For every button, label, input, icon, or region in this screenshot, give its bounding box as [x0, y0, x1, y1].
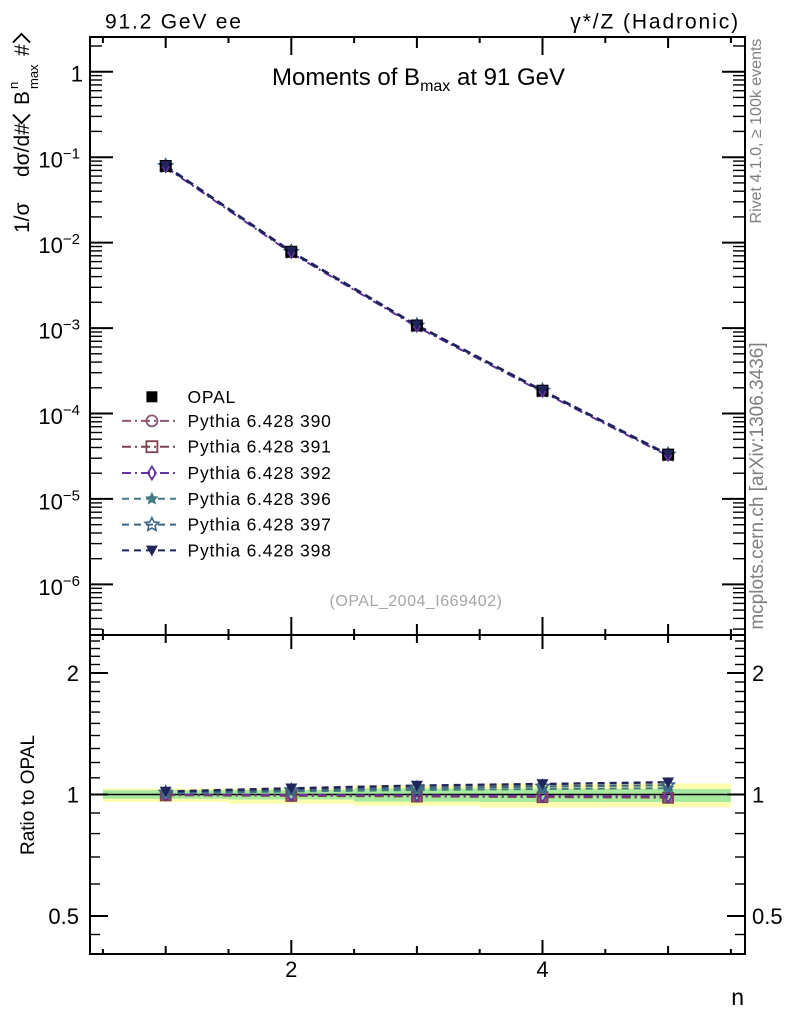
svg-text:max: max	[26, 64, 41, 89]
svg-text:1: 1	[71, 62, 83, 87]
svg-text:OPAL: OPAL	[188, 387, 237, 407]
svg-text:(OPAL_2004_I669402): (OPAL_2004_I669402)	[330, 593, 503, 610]
svg-text:2: 2	[285, 957, 297, 982]
svg-text:Pythia 6.428 396: Pythia 6.428 396	[188, 489, 332, 509]
svg-text:0.5: 0.5	[752, 904, 783, 929]
svg-text:#: #	[11, 44, 34, 56]
svg-text:1: 1	[67, 783, 79, 808]
svg-text:dσ/d#: dσ/d#	[11, 123, 34, 177]
svg-text:Rivet 4.1.0, ≥ 100k events: Rivet 4.1.0, ≥ 100k events	[748, 39, 765, 224]
svg-text:Ratio to OPAL: Ratio to OPAL	[18, 735, 39, 855]
svg-text:0.5: 0.5	[48, 904, 79, 929]
svg-text:Pythia 6.428 390: Pythia 6.428 390	[188, 411, 332, 431]
svg-text:B: B	[11, 91, 34, 105]
svg-text:Pythia 6.428 397: Pythia 6.428 397	[188, 515, 332, 535]
svg-text:γ*/Z (Hadronic): γ*/Z (Hadronic)	[570, 11, 740, 34]
svg-text:10−3: 10−3	[38, 317, 80, 344]
svg-text:4: 4	[536, 957, 548, 982]
svg-text:n: n	[731, 984, 744, 1010]
svg-text:1: 1	[752, 783, 764, 808]
svg-text:mcplots.cern.ch [arXiv:1306.34: mcplots.cern.ch [arXiv:1306.3436]	[747, 342, 768, 629]
svg-text:Pythia 6.428 391: Pythia 6.428 391	[188, 437, 332, 457]
svg-text:Pythia 6.428 398: Pythia 6.428 398	[188, 540, 332, 560]
svg-text:10−1: 10−1	[38, 146, 80, 173]
svg-text:Moments of Bmax at 91 GeV: Moments of Bmax at 91 GeV	[272, 64, 565, 95]
svg-text:1/σ: 1/σ	[11, 202, 34, 233]
svg-text:Pythia 6.428 392: Pythia 6.428 392	[188, 463, 332, 483]
svg-text:2: 2	[752, 661, 764, 686]
svg-text:91.2 GeV ee: 91.2 GeV ee	[105, 11, 243, 34]
svg-text:2: 2	[67, 661, 79, 686]
svg-text:n: n	[6, 82, 21, 89]
